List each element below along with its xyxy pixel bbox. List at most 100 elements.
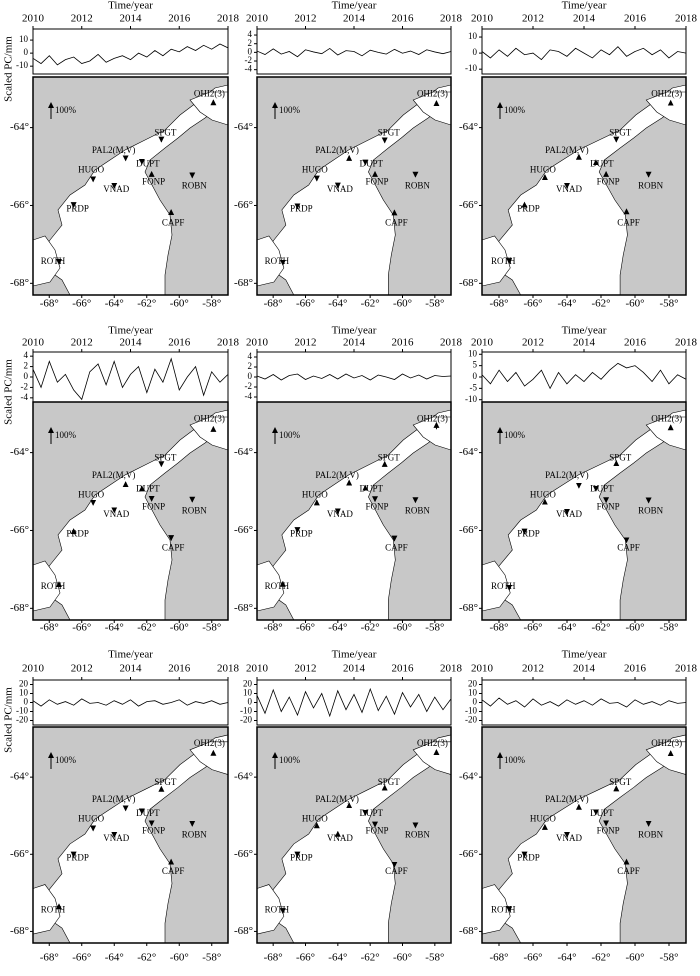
station-label: FONP [366, 501, 389, 511]
y-tick-label: -10 [465, 706, 477, 716]
station-label: PAL2(M,V) [92, 794, 135, 804]
x-tick-label: 2014 [120, 337, 143, 349]
station-label: FONP [597, 825, 620, 835]
station-label: PRDP [290, 529, 313, 539]
lat-tick-label: -68° [234, 277, 253, 289]
lon-tick-label: -64° [328, 952, 347, 964]
lat-tick-label: -64° [234, 446, 253, 458]
station-label: ROTH [41, 904, 66, 914]
lon-tick-label: -68° [489, 952, 508, 964]
lat-tick-label: -66° [234, 848, 253, 860]
lon-tick-label: -60° [393, 622, 412, 634]
y-tick-label: 10 [19, 688, 29, 698]
lon-tick-label: -68° [40, 622, 59, 634]
lon-tick-label: -64° [105, 952, 124, 964]
plot-frame [481, 28, 687, 75]
reference-label: 100% [504, 755, 526, 765]
lon-tick-label: -66° [72, 952, 91, 964]
x-tick-label: 2018 [675, 13, 698, 25]
x-axis-title: Time/year [108, 0, 153, 12]
station-label: HUGO [302, 813, 328, 823]
x-tick-label: 2018 [217, 13, 240, 25]
x-tick-label: 2012 [522, 337, 544, 349]
station-label: SPGT [378, 452, 401, 462]
lon-tick-label: -60° [393, 952, 412, 964]
x-tick-label: 2016 [392, 13, 415, 25]
reference-label: 100% [55, 105, 77, 115]
x-tick-label: 2014 [120, 13, 143, 25]
x-tick-label: 2012 [522, 663, 544, 675]
x-tick-label: 2018 [675, 663, 698, 675]
x-tick-label: 2010 [471, 13, 494, 25]
map-frame [481, 726, 687, 944]
y-tick-label: 4 [248, 29, 253, 39]
plot-frame [32, 679, 229, 726]
lon-tick-label: -62° [361, 298, 380, 310]
lon-tick-label: -58° [425, 298, 444, 310]
x-tick-label: 2014 [573, 663, 596, 675]
station-label: ROBN [405, 180, 431, 190]
lat-tick-label: -66° [10, 199, 29, 211]
lat-tick-label: -68° [234, 925, 253, 937]
lat-tick-label: -68° [459, 602, 478, 614]
y-tick-label: -20 [465, 715, 477, 725]
coastline [488, 409, 687, 621]
lat-tick-label: -68° [10, 277, 29, 289]
coastline [39, 734, 229, 944]
station-label: ROBN [182, 829, 208, 839]
series-line [256, 687, 452, 718]
station-label: CAPF [385, 217, 408, 227]
lon-tick-label: -68° [489, 298, 508, 310]
y-tick-label: 0 [473, 47, 478, 57]
y-tick-label: 2 [24, 361, 29, 371]
y-tick-label: 4 [24, 350, 29, 360]
map-frame [256, 726, 452, 944]
lat-tick-label: -64° [234, 121, 253, 133]
y-tick-label: -20 [240, 715, 252, 725]
lon-tick-label: -66° [523, 298, 542, 310]
y-tick-label: -2 [21, 381, 29, 391]
lat-tick-label: -66° [234, 524, 253, 536]
reference-label: 100% [504, 105, 526, 115]
series-line [256, 373, 452, 381]
y-tick-label: -10 [465, 394, 477, 404]
station-label: OHI2(3) [194, 413, 225, 423]
lon-tick-label: -62° [591, 298, 610, 310]
station-label: ROBN [638, 180, 664, 190]
station-label: ROBN [405, 829, 431, 839]
y-tick-label: 0 [248, 371, 253, 381]
x-tick-label: 2014 [343, 663, 366, 675]
station-label: VNAD [327, 509, 353, 519]
x-tick-label: 2010 [22, 663, 45, 675]
lat-tick-label: -66° [10, 524, 29, 536]
series-line [32, 43, 229, 66]
lon-tick-label: -62° [137, 952, 156, 964]
y-tick-label: -10 [465, 63, 477, 73]
lon-tick-label: -66° [72, 298, 91, 310]
lat-tick-label: -66° [459, 848, 478, 860]
y-tick-label: -20 [16, 715, 28, 725]
lon-tick-label: -66° [296, 298, 315, 310]
lon-tick-label: -66° [523, 952, 542, 964]
reference-label: 100% [55, 755, 77, 765]
lon-tick-label: -68° [264, 298, 283, 310]
lat-tick-label: -66° [459, 524, 478, 536]
station-label: PRDP [66, 852, 89, 862]
x-tick-label: 2010 [246, 663, 269, 675]
lon-tick-label: -60° [170, 622, 189, 634]
station-label: SPGT [154, 127, 177, 137]
x-axis-title: Time/year [562, 649, 607, 661]
lon-tick-label: -60° [625, 298, 644, 310]
lat-tick-label: -66° [234, 199, 253, 211]
y-tick-label: 10 [468, 348, 478, 358]
x-tick-label: 2014 [573, 337, 596, 349]
station-label: VNAD [327, 184, 353, 194]
lon-tick-label: -62° [137, 622, 156, 634]
station-label: CAPF [162, 866, 185, 876]
lat-tick-label: -68° [459, 277, 478, 289]
lon-tick-label: -58° [425, 622, 444, 634]
station-label: OHI2(3) [651, 413, 682, 423]
lat-tick-label: -64° [10, 121, 29, 133]
